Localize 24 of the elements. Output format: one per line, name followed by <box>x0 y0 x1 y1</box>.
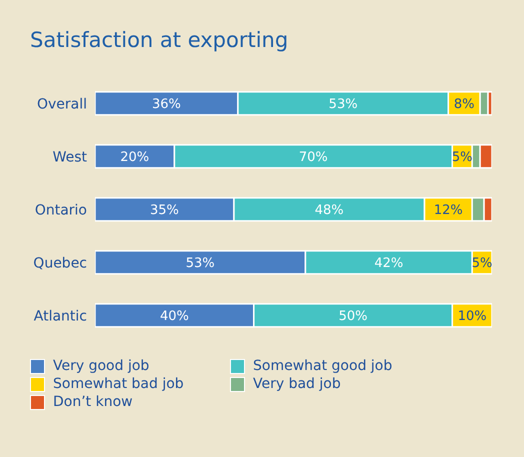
y-tick-label: Quebec <box>33 255 87 272</box>
legend-label: Very good job <box>52 358 150 374</box>
data-label: 40% <box>160 308 189 324</box>
data-label: 8% <box>454 96 475 112</box>
chart-title: Satisfaction at exporting <box>30 28 288 52</box>
legend-label: Very bad job <box>252 376 342 392</box>
data-label: 53% <box>328 96 358 112</box>
data-label: 50% <box>338 308 368 324</box>
y-tick-label: Ontario <box>34 202 87 218</box>
y-tick-label: Overall <box>36 96 87 112</box>
data-label: 70% <box>298 150 328 165</box>
data-label: 10% <box>458 308 487 324</box>
data-label: 35% <box>150 202 179 218</box>
y-tick-label: West <box>52 149 88 166</box>
legend-label: Somewhat good job <box>252 358 394 374</box>
y-tick-label: Atlantic <box>34 308 87 324</box>
data-label: 42% <box>374 256 404 271</box>
data-label: 48% <box>314 202 344 218</box>
legend-label: Somewhat bad job <box>52 376 185 392</box>
legend-label: Don’t know <box>52 394 134 410</box>
data-label: 53% <box>186 256 215 271</box>
data-label: 12% <box>434 202 463 218</box>
data-label: 36% <box>152 96 181 112</box>
data-label: 20% <box>120 150 150 165</box>
